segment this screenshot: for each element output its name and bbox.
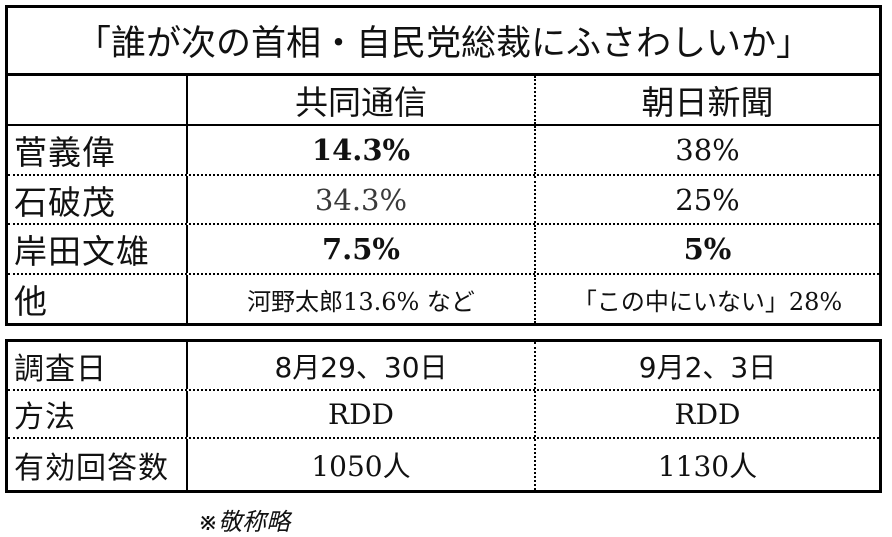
table-row-method: 方法 RDD RDD [8,391,879,439]
title-row: 「誰が次の首相・自民党総裁にふさわしいか」 [8,8,879,76]
header-row: 共同通信 朝日新聞 [8,76,879,126]
kyodo-value: 14.3% [188,126,536,174]
asahi-value: RDD [674,397,741,431]
header-asahi: 朝日新聞 [641,83,774,122]
candidate-name: 岸田文雄 [8,225,188,273]
kyodo-value: 8月29、30日 [188,342,536,389]
kyodo-value: RDD [188,391,536,437]
survey-label: 調査日 [8,342,188,389]
candidate-name: 菅義偉 [8,126,188,174]
table-row-suga: 菅義偉 14.3% 38% [8,126,879,176]
asahi-value: 「この中にいない」28% [572,287,843,316]
table-row-survey-date: 調査日 8月29、30日 9月2、3日 [8,342,879,391]
table-row-kishida: 岸田文雄 7.5% 5% [8,225,879,275]
table-row-others: 他 河野太郎13.6% など 「この中にいない」28% [8,275,879,323]
table-row-responses: 有効回答数 1050人 1130人 [8,439,879,490]
footnote: ※敬称略 [198,508,291,536]
kyodo-value: 河野太郎13.6% など [188,275,536,323]
asahi-value: 1130人 [657,449,758,483]
kyodo-value: 1050人 [188,439,536,490]
poll-results-table: 「誰が次の首相・自民党総裁にふさわしいか」 共同通信 朝日新聞 菅義偉 14.3… [5,5,882,326]
table-row-ishiba: 石破茂 34.3% 25% [8,176,879,225]
asahi-value: 25% [675,182,740,217]
asahi-value: 9月2、3日 [638,350,777,384]
kyodo-value: 7.5% [188,225,536,273]
candidate-name: 他 [8,275,188,323]
header-kyodo: 共同通信 [188,76,536,124]
survey-label: 有効回答数 [8,439,188,490]
kyodo-value: 34.3% [188,176,536,223]
survey-info-table: 調査日 8月29、30日 9月2、3日 方法 RDD RDD 有効回答数 105… [5,339,882,493]
survey-label: 方法 [8,391,188,437]
header-label-cell [8,76,188,124]
candidate-name: 石破茂 [8,176,188,223]
asahi-value: 38% [675,133,740,167]
asahi-value: 5% [683,232,732,266]
table-title: 「誰が次の首相・自民党総裁にふさわしいか」 [75,24,811,64]
